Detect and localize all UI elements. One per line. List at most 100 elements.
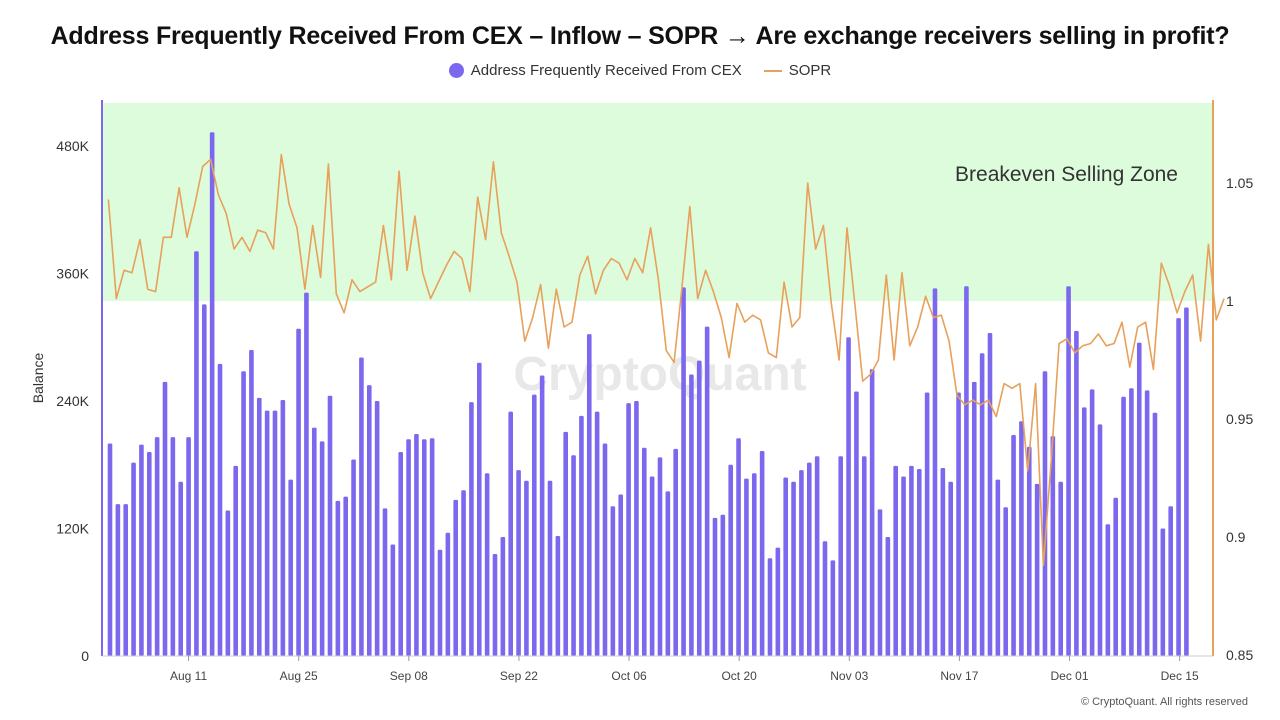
- bar: [1152, 412, 1158, 656]
- bar: [634, 401, 639, 656]
- bar: [288, 479, 294, 656]
- bar: [940, 467, 946, 656]
- bar: [461, 490, 466, 656]
- bar: [869, 369, 875, 656]
- bar: [657, 457, 663, 656]
- bar: [806, 462, 812, 656]
- x-tick-label: Oct 20: [721, 669, 757, 683]
- bar: [673, 448, 679, 656]
- bar: [531, 394, 537, 656]
- bar: [728, 464, 734, 656]
- bar: [178, 481, 184, 656]
- x-tick-label: Dec 15: [1161, 669, 1199, 683]
- bar: [846, 337, 851, 656]
- bar: [1129, 388, 1134, 656]
- legend-item-bars[interactable]: Address Frequently Received From CEX: [448, 62, 742, 79]
- bar: [304, 292, 309, 656]
- bar: [1168, 506, 1173, 656]
- bar: [280, 399, 286, 656]
- bar: [956, 392, 961, 656]
- bar: [626, 403, 631, 656]
- bar: [932, 288, 938, 656]
- legend-item-line[interactable]: SOPR: [763, 62, 832, 79]
- bar: [964, 286, 969, 656]
- bar: [1105, 524, 1111, 656]
- bar: [885, 537, 891, 656]
- bar: [987, 333, 993, 656]
- bar: [398, 452, 404, 656]
- x-tick-label: Sep 08: [390, 669, 428, 683]
- bar: [115, 504, 121, 656]
- bar: [154, 437, 160, 656]
- bar: [861, 456, 867, 656]
- bar: [689, 374, 694, 656]
- y2-tick-label: 1.05: [1226, 175, 1253, 191]
- bar: [1011, 435, 1016, 656]
- bar: [359, 357, 364, 656]
- bar: [665, 491, 671, 656]
- bar: [1034, 483, 1040, 656]
- bar: [555, 535, 561, 656]
- bar: [563, 431, 569, 656]
- bar: [194, 251, 199, 656]
- bar: [366, 385, 372, 656]
- bar: [916, 469, 922, 656]
- bar: [1144, 390, 1150, 656]
- bar: [484, 473, 490, 656]
- bar: [814, 456, 820, 656]
- bar: [696, 360, 702, 656]
- bar: [995, 479, 1001, 656]
- chart-title: Address Frequently Received From CEX – I…: [50, 22, 1230, 50]
- bar: [421, 439, 427, 656]
- y-tick-label: 480K: [56, 138, 89, 154]
- bar: [1019, 421, 1024, 656]
- bar: [1058, 481, 1063, 656]
- bar: [186, 437, 191, 656]
- bar: [799, 470, 804, 656]
- bar: [162, 381, 168, 656]
- zone-label: Breakeven Selling Zone: [955, 163, 1178, 186]
- legend: Address Frequently Received From CEX SOP…: [0, 62, 1280, 79]
- legend-line-swatch-icon: [763, 69, 782, 72]
- bar: [1003, 507, 1008, 656]
- x-tick-label: Aug 25: [280, 669, 318, 683]
- y-tick-label: 0: [81, 648, 89, 664]
- legend-bars-label: Address Frequently Received From CEX: [470, 62, 742, 79]
- y-tick-label: 240K: [56, 393, 89, 409]
- bar: [579, 415, 584, 656]
- bar: [249, 350, 254, 656]
- legend-line-label: SOPR: [788, 62, 832, 79]
- bar: [736, 438, 741, 656]
- bar: [264, 410, 270, 656]
- bar: [1066, 286, 1071, 656]
- bar: [1074, 330, 1079, 656]
- sopr-line: [107, 153, 1225, 567]
- bar: [547, 480, 553, 656]
- bar: [508, 411, 514, 656]
- bar: [720, 514, 726, 656]
- bar: [948, 481, 953, 656]
- bar: [649, 476, 655, 656]
- legend-bars-swatch-icon: [448, 63, 464, 78]
- bar: [225, 510, 231, 656]
- bar: [406, 439, 411, 656]
- bar: [783, 477, 789, 656]
- x-tick-label: Dec 01: [1050, 669, 1088, 683]
- bar: [343, 496, 349, 656]
- bar: [437, 549, 443, 656]
- bar: [610, 506, 616, 656]
- bar: [139, 444, 144, 656]
- bar: [516, 470, 521, 656]
- bar: [1026, 446, 1032, 656]
- bar: [1121, 396, 1126, 656]
- bar: [704, 326, 710, 656]
- bar: [1081, 407, 1087, 656]
- bar: [217, 363, 223, 656]
- bar: [791, 481, 796, 656]
- bar: [469, 402, 474, 656]
- bar: [524, 480, 529, 656]
- bar: [618, 494, 624, 656]
- breakeven-zone: [102, 103, 1213, 301]
- bar: [429, 438, 435, 656]
